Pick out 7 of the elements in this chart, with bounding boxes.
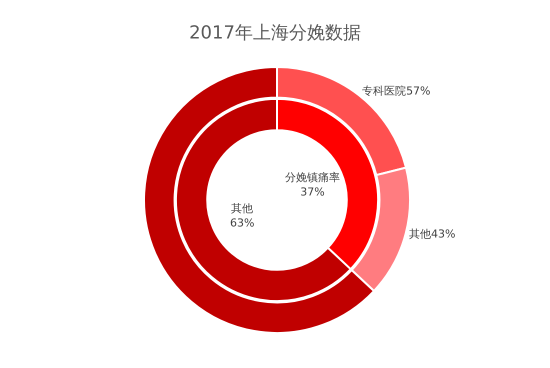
data-label: 37% <box>300 185 325 198</box>
data-label: 63% <box>230 216 254 230</box>
slice-label: 其他 <box>231 202 254 215</box>
slice-label: 其他43% <box>408 227 456 240</box>
slice-label: 分娩镇痛率 <box>285 171 340 184</box>
chart-title: 2017年上海分娩数据 <box>189 22 361 44</box>
slice-label: 专科医院57% <box>362 84 431 98</box>
